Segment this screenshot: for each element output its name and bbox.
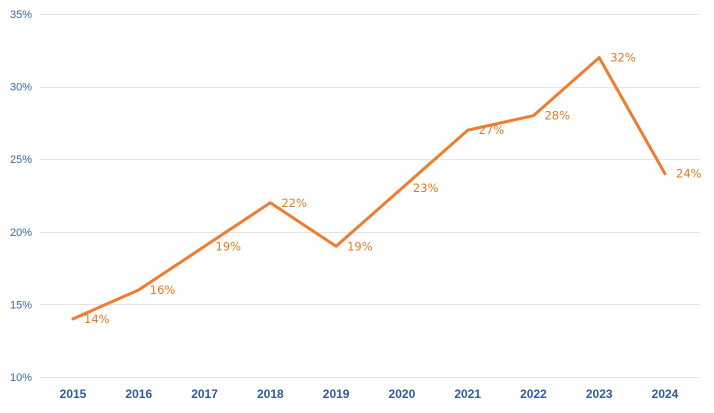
y-tick-label: 20% xyxy=(10,227,32,239)
y-tick-label: 25% xyxy=(10,154,32,166)
x-tick-label: 2017 xyxy=(191,387,218,401)
y-tick-label: 35% xyxy=(10,9,32,21)
data-labels: 14% 16% 19% 22% 19% 23% 27% 28% 32% 24% xyxy=(84,51,702,326)
x-tick-label: 2015 xyxy=(60,387,87,401)
data-label: 16% xyxy=(150,283,176,297)
data-label: 23% xyxy=(413,181,439,195)
data-label: 28% xyxy=(544,109,570,123)
x-tick-label: 2019 xyxy=(323,387,350,401)
data-label: 22% xyxy=(281,196,307,210)
data-label: 19% xyxy=(347,239,373,253)
x-axis-ticks: 2015 2016 2017 2018 2019 2020 2021 2022 2023 2024 xyxy=(60,387,679,401)
data-label: 27% xyxy=(479,123,505,137)
series-line xyxy=(71,56,667,321)
series-layer xyxy=(71,56,667,321)
y-tick-label: 15% xyxy=(10,299,32,311)
x-tick-label: 2021 xyxy=(454,387,481,401)
data-label: 14% xyxy=(84,312,110,326)
x-tick-label: 2024 xyxy=(652,387,679,401)
data-label: 24% xyxy=(676,167,702,181)
gridlines xyxy=(40,14,700,378)
x-tick-label: 2022 xyxy=(520,387,547,401)
x-tick-label: 2020 xyxy=(389,387,416,401)
data-label: 32% xyxy=(610,51,636,65)
x-tick-label: 2023 xyxy=(586,387,613,401)
y-tick-label: 30% xyxy=(10,82,32,94)
y-tick-label: 10% xyxy=(10,372,32,384)
x-tick-label: 2016 xyxy=(125,387,152,401)
data-label: 19% xyxy=(216,239,242,253)
x-tick-label: 2018 xyxy=(257,387,284,401)
y-axis-ticks: 10% 15% 20% 25% 30% 35% xyxy=(10,9,32,384)
